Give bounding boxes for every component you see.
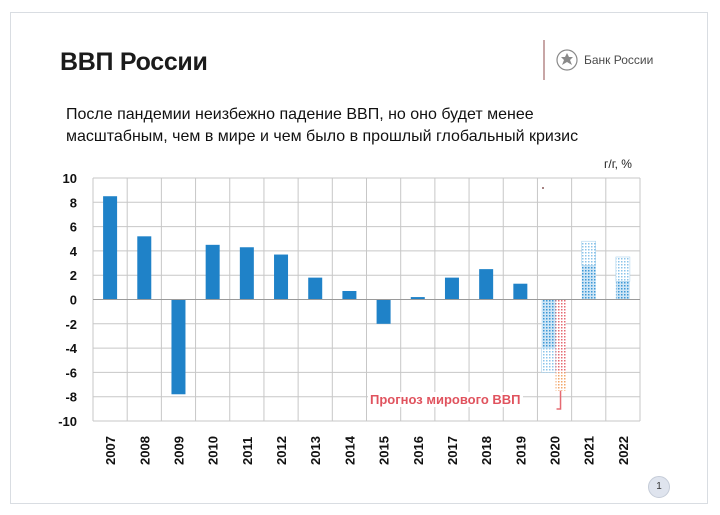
x-tick-label: 2016 bbox=[411, 436, 426, 465]
data-bar bbox=[479, 269, 494, 300]
forecast-bar-base bbox=[615, 281, 630, 300]
x-tick-label: 2015 bbox=[377, 436, 392, 465]
data-bar bbox=[444, 277, 459, 300]
data-bar bbox=[410, 297, 425, 300]
data-bar bbox=[274, 254, 289, 300]
y-tick-label: 10 bbox=[63, 171, 77, 186]
data-bar bbox=[205, 244, 220, 300]
y-tick-label: 2 bbox=[70, 268, 77, 283]
forecast-range bbox=[581, 240, 596, 266]
y-tick-label: -2 bbox=[65, 317, 77, 332]
chart-subtitle: После пандемии неизбежно падение ВВП, но… bbox=[66, 106, 579, 145]
forecast-range bbox=[541, 347, 556, 373]
world-forecast-range bbox=[555, 372, 566, 391]
world-forecast-bar bbox=[555, 299, 566, 373]
data-bar bbox=[308, 277, 323, 300]
y-tick-label: -6 bbox=[65, 365, 77, 380]
x-tick-label: 2010 bbox=[206, 436, 221, 465]
x-tick-label: 2020 bbox=[548, 436, 563, 465]
x-tick-label: 2021 bbox=[582, 436, 597, 465]
x-tick-label: 2022 bbox=[616, 436, 631, 465]
y-tick-label: 4 bbox=[70, 244, 78, 259]
y-tick-label: -10 bbox=[58, 414, 77, 429]
forecast-leader-line bbox=[556, 390, 562, 410]
y-tick-label: -8 bbox=[65, 390, 77, 405]
forecast-bar-base bbox=[581, 265, 596, 300]
y-axis-unit: г/г, % bbox=[604, 157, 632, 171]
x-tick-label: 2011 bbox=[240, 437, 255, 465]
x-tick-label: 2013 bbox=[308, 436, 323, 465]
x-tick-label: 2017 bbox=[445, 436, 460, 465]
forecast-bar-base bbox=[541, 299, 556, 349]
bank-emblem-icon bbox=[556, 49, 578, 71]
brand-logo: Банк России bbox=[556, 49, 653, 71]
data-bar bbox=[103, 196, 118, 300]
data-bar bbox=[513, 283, 528, 300]
y-tick-label: 8 bbox=[70, 195, 77, 210]
y-tick-label: -4 bbox=[65, 341, 77, 356]
x-tick-label: 2008 bbox=[137, 436, 152, 465]
y-tick-label: 0 bbox=[70, 293, 77, 308]
page-title: ВВП России bbox=[60, 48, 208, 76]
data-bar bbox=[171, 299, 186, 395]
data-bar bbox=[239, 247, 254, 300]
x-tick-label: 2007 bbox=[103, 436, 118, 465]
page-number-badge[interactable]: 1 bbox=[648, 476, 670, 498]
brand-name: Банк России bbox=[584, 53, 654, 67]
header-divider bbox=[543, 40, 545, 80]
data-bar bbox=[342, 290, 357, 300]
x-tick-label: 2012 bbox=[274, 436, 289, 465]
data-bar bbox=[376, 299, 391, 324]
x-tick-label: 2014 bbox=[342, 435, 357, 465]
world-forecast-label: Прогноз мирового ВВП bbox=[368, 392, 523, 407]
stray-dot bbox=[542, 187, 544, 189]
x-tick-label: 2019 bbox=[513, 436, 528, 465]
x-tick-label: 2018 bbox=[479, 436, 494, 465]
forecast-range bbox=[615, 256, 631, 282]
data-bar bbox=[137, 236, 152, 300]
x-tick-label: 2009 bbox=[171, 436, 186, 465]
y-tick-label: 6 bbox=[70, 220, 77, 235]
